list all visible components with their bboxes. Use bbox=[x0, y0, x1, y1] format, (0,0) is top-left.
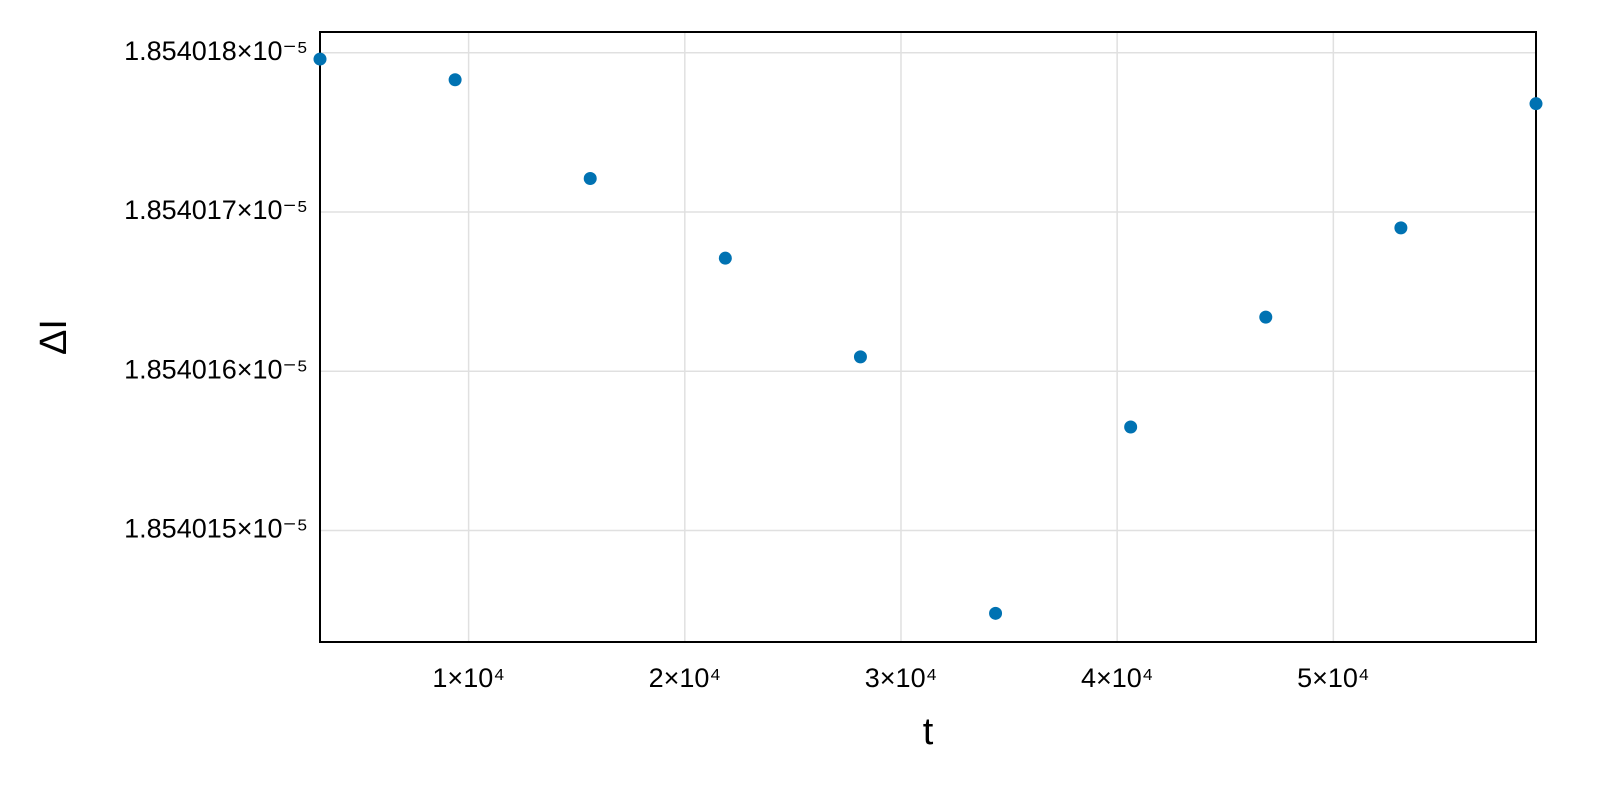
plot-frame bbox=[319, 31, 1537, 643]
y-tick-label: 1.854017×10⁻⁵ bbox=[124, 195, 308, 225]
point bbox=[1124, 420, 1138, 434]
point bbox=[313, 52, 327, 66]
point bbox=[583, 172, 597, 186]
y-axis-label: ΔI bbox=[33, 319, 75, 355]
point bbox=[1394, 221, 1408, 235]
y-tick-label: 1.854016×10⁻⁵ bbox=[124, 354, 308, 384]
point bbox=[1529, 97, 1543, 111]
point bbox=[853, 350, 867, 364]
point bbox=[718, 251, 732, 265]
y-tick-label: 1.854018×10⁻⁵ bbox=[124, 36, 308, 66]
point bbox=[989, 606, 1003, 620]
point bbox=[448, 73, 462, 87]
x-tick-label: 2×10⁴ bbox=[649, 663, 721, 693]
x-tick-label: 1×10⁴ bbox=[432, 663, 504, 693]
x-tick-label: 5×10⁴ bbox=[1297, 663, 1369, 693]
x-axis-label: t bbox=[923, 711, 934, 753]
x-tick-label: 3×10⁴ bbox=[865, 663, 937, 693]
point bbox=[1259, 310, 1273, 324]
x-tick-label: 4×10⁴ bbox=[1081, 663, 1153, 693]
y-tick-label: 1.854015×10⁻⁵ bbox=[124, 514, 308, 544]
